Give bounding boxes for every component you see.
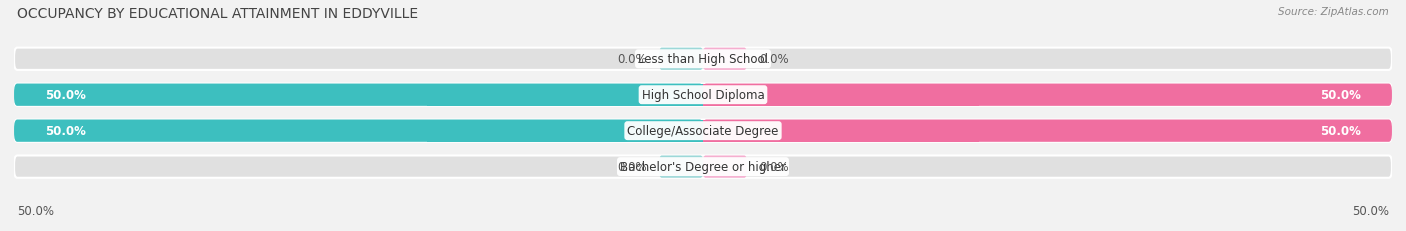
FancyBboxPatch shape <box>659 156 703 178</box>
Bar <box>427 120 703 142</box>
Text: 50.0%: 50.0% <box>1353 204 1389 217</box>
FancyBboxPatch shape <box>14 84 1392 106</box>
FancyBboxPatch shape <box>703 48 747 71</box>
Bar <box>427 84 703 106</box>
Text: 50.0%: 50.0% <box>45 125 86 138</box>
Text: 50.0%: 50.0% <box>45 89 86 102</box>
Text: Source: ZipAtlas.com: Source: ZipAtlas.com <box>1278 7 1389 17</box>
FancyBboxPatch shape <box>14 120 1392 142</box>
Text: Bachelor's Degree or higher: Bachelor's Degree or higher <box>620 160 786 173</box>
Text: OCCUPANCY BY EDUCATIONAL ATTAINMENT IN EDDYVILLE: OCCUPANCY BY EDUCATIONAL ATTAINMENT IN E… <box>17 7 418 21</box>
Bar <box>703 84 979 106</box>
FancyBboxPatch shape <box>703 120 1392 142</box>
FancyBboxPatch shape <box>703 84 1392 106</box>
Text: 0.0%: 0.0% <box>759 53 789 66</box>
Text: 0.0%: 0.0% <box>759 160 789 173</box>
Text: 0.0%: 0.0% <box>617 160 647 173</box>
Text: 0.0%: 0.0% <box>617 53 647 66</box>
Bar <box>703 120 979 142</box>
FancyBboxPatch shape <box>14 84 703 106</box>
FancyBboxPatch shape <box>703 156 747 178</box>
FancyBboxPatch shape <box>14 48 1392 71</box>
FancyBboxPatch shape <box>14 120 703 142</box>
Text: 50.0%: 50.0% <box>1320 125 1361 138</box>
FancyBboxPatch shape <box>14 156 1392 178</box>
FancyBboxPatch shape <box>659 48 703 71</box>
Text: Less than High School: Less than High School <box>638 53 768 66</box>
Text: 50.0%: 50.0% <box>17 204 53 217</box>
Text: High School Diploma: High School Diploma <box>641 89 765 102</box>
Text: 50.0%: 50.0% <box>1320 89 1361 102</box>
Text: College/Associate Degree: College/Associate Degree <box>627 125 779 138</box>
